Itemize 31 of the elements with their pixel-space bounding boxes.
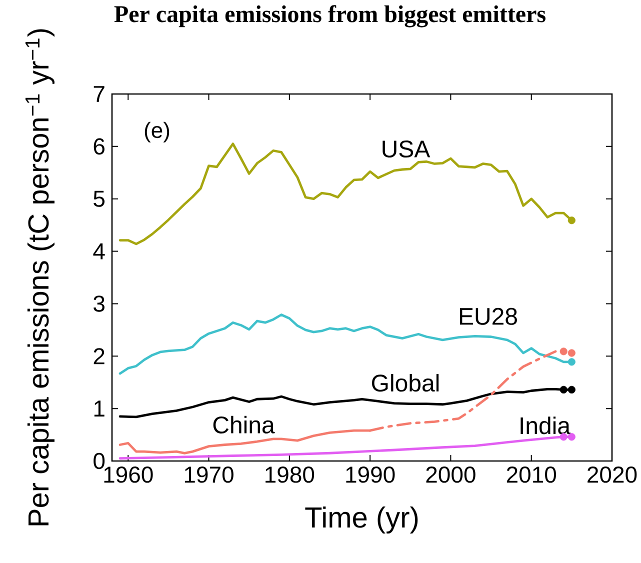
x-axis-title: Time (yr) — [305, 506, 418, 534]
series-label: EU28 — [460, 308, 517, 325]
y-tick-label: 6 — [94, 138, 104, 155]
point — [560, 386, 568, 394]
point — [568, 216, 576, 224]
x-tick-label: 1970 — [184, 466, 234, 483]
series-label: Global — [372, 374, 439, 392]
y-tick-label: 2 — [94, 348, 104, 364]
x-tick-label: 2000 — [426, 466, 476, 483]
y-tick-label: 1 — [94, 400, 104, 416]
series-label: China — [213, 416, 275, 434]
y-tick-label: 3 — [94, 296, 104, 312]
x-tick-label: 1990 — [346, 466, 395, 483]
y-tick-label: 0 — [94, 452, 105, 470]
chart-title: Per capita emissions from biggest emitters — [114, 5, 546, 28]
y-tick-label: 7 — [94, 86, 104, 102]
x-tick-label: 2020 — [588, 466, 637, 483]
point — [568, 386, 576, 394]
point — [568, 433, 576, 441]
point — [568, 358, 576, 366]
x-tick-label: 1980 — [266, 466, 314, 483]
x-tick-label: 1960 — [104, 466, 153, 483]
point — [568, 349, 576, 357]
annotation: (e) — [144, 122, 170, 142]
y-tick-label: 5 — [94, 190, 105, 207]
y-axis-title: Per capita emissions (tC person$^{−1}$ yr$^{−1}$) — [26, 29, 54, 526]
series-label: USA — [382, 140, 430, 158]
point — [560, 348, 568, 356]
y-tick-label: 4 — [93, 243, 105, 260]
x-tick-label: 2010 — [506, 466, 556, 483]
series-label: India — [520, 416, 571, 434]
